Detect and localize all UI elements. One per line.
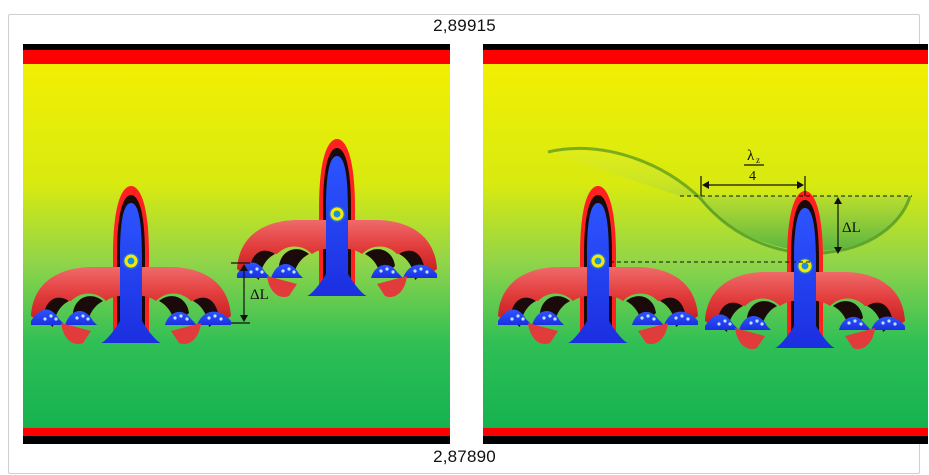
dashed-lines xyxy=(610,195,912,263)
delta-l-label-right: ΔL xyxy=(842,220,861,236)
lambda-denominator: 4 xyxy=(749,169,756,184)
delta-l-marker-right xyxy=(834,197,842,254)
bottom-value-label: 2,87890 xyxy=(433,447,496,466)
lambda-subscript: z xyxy=(756,155,760,165)
delta-l-marker-left xyxy=(231,262,250,324)
top-value-label: 2,89915 xyxy=(433,16,496,35)
delta-l-label-left: ΔL xyxy=(250,287,269,303)
lambda-symbol: λ xyxy=(747,148,755,164)
lambda-marker xyxy=(700,164,806,196)
left-panel xyxy=(23,44,450,444)
